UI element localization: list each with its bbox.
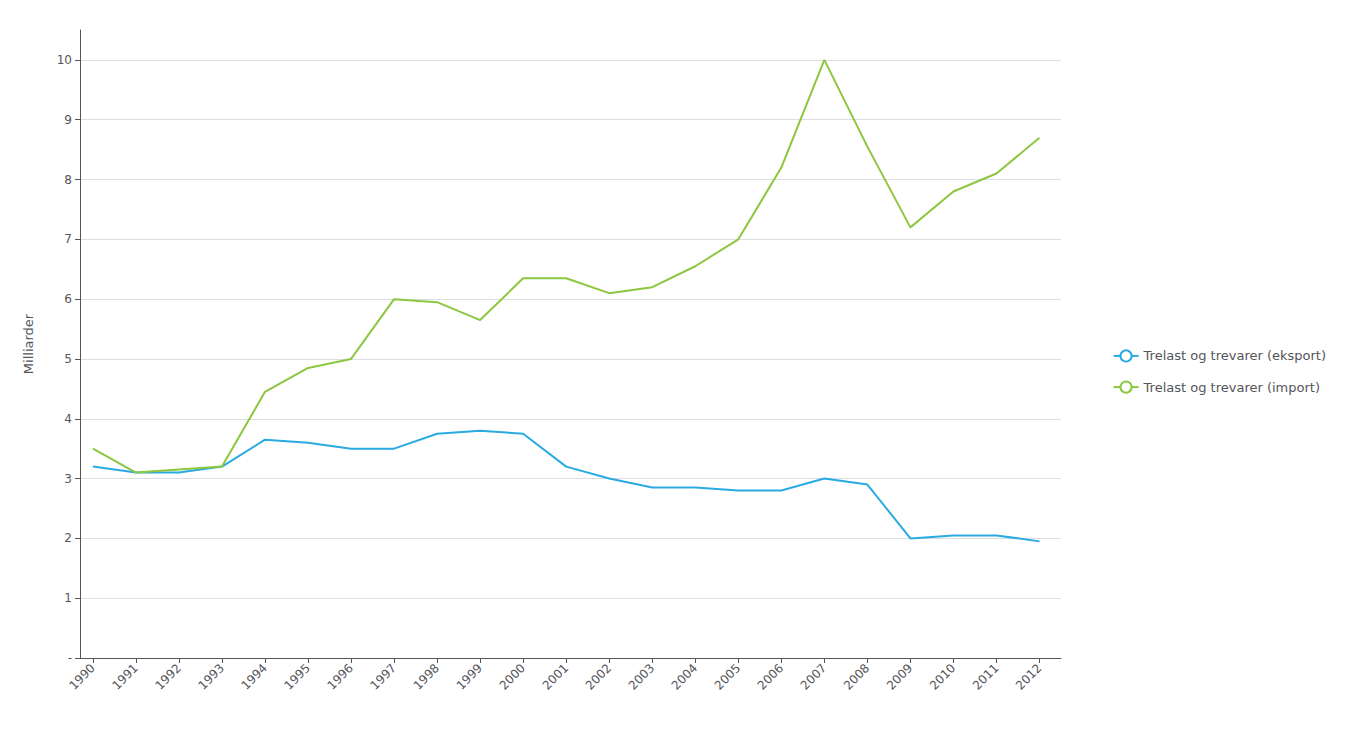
svg-text:1999: 1999: [454, 661, 485, 692]
svg-text:2005: 2005: [712, 661, 743, 692]
svg-text:Trelast og trevarer (eksport): Trelast og trevarer (eksport): [1143, 348, 1326, 363]
svg-text:1997: 1997: [368, 661, 399, 692]
svg-text:6: 6: [64, 292, 72, 306]
svg-text:2003: 2003: [626, 661, 657, 692]
svg-text:4: 4: [64, 412, 72, 426]
svg-text:2007: 2007: [798, 661, 829, 692]
svg-text:2011: 2011: [970, 661, 1001, 692]
svg-text:1990: 1990: [66, 661, 97, 692]
svg-text:7: 7: [64, 232, 72, 246]
svg-text:2009: 2009: [884, 661, 915, 692]
svg-text:1995: 1995: [282, 661, 313, 692]
svg-text:2002: 2002: [583, 661, 614, 692]
svg-text:2008: 2008: [841, 661, 872, 692]
svg-text:1992: 1992: [152, 661, 183, 692]
svg-text:2012: 2012: [1013, 661, 1044, 692]
svg-text:1998: 1998: [411, 661, 442, 692]
svg-text:1993: 1993: [195, 661, 226, 692]
svg-text:8: 8: [64, 173, 72, 187]
svg-text:-: -: [68, 651, 72, 665]
svg-text:Trelast og trevarer (import): Trelast og trevarer (import): [1143, 380, 1320, 395]
svg-text:2001: 2001: [540, 661, 571, 692]
svg-text:Milliarder: Milliarder: [21, 313, 36, 374]
svg-text:1991: 1991: [109, 661, 140, 692]
svg-text:10: 10: [57, 53, 72, 67]
svg-text:2006: 2006: [755, 661, 786, 692]
svg-text:9: 9: [64, 113, 72, 127]
svg-text:2000: 2000: [497, 661, 528, 692]
svg-text:3: 3: [64, 472, 72, 486]
svg-text:2004: 2004: [669, 661, 700, 692]
svg-text:1996: 1996: [325, 661, 356, 692]
svg-text:5: 5: [64, 352, 72, 366]
svg-text:2010: 2010: [927, 661, 958, 692]
svg-text:1: 1: [64, 591, 72, 605]
svg-text:1994: 1994: [238, 661, 269, 692]
svg-text:2: 2: [64, 531, 72, 545]
